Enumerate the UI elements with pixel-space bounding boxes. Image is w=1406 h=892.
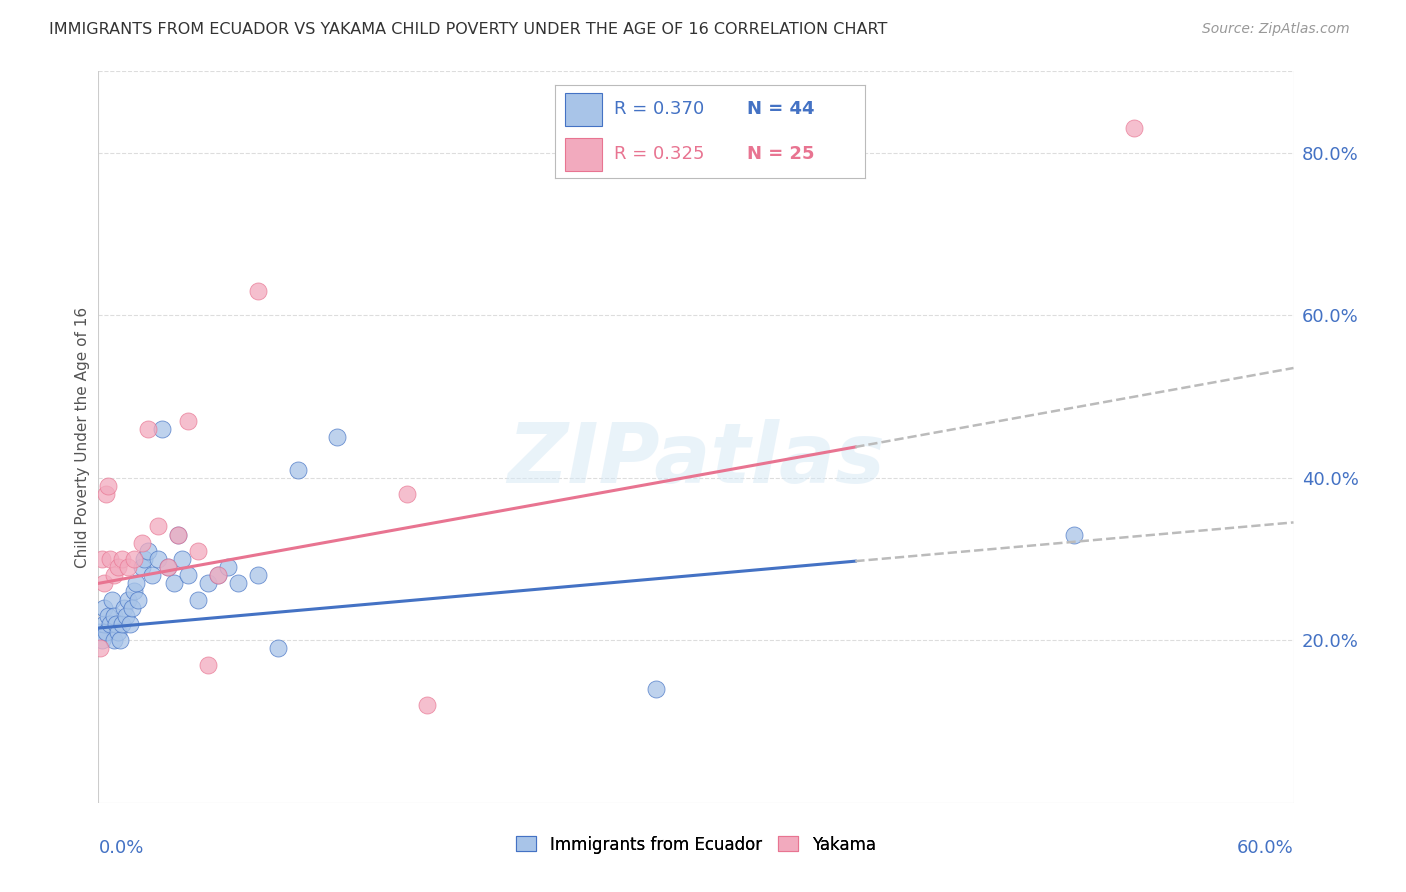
Point [207, 568, 229, 582]
Text: IMMIGRANTS FROM ECUADOR VS YAKAMA CHILD POVERTY UNDER THE AGE OF 16 CORRELATION : IMMIGRANTS FROM ECUADOR VS YAKAMA CHILD … [49, 22, 887, 37]
Point [110, 633, 132, 648]
Point [141, 568, 163, 582]
Point [172, 552, 194, 566]
Text: R = 0.370: R = 0.370 [614, 100, 704, 118]
Point [187, 544, 209, 558]
Point [91, 633, 114, 648]
Point [645, 681, 668, 696]
Point [157, 560, 180, 574]
Point [121, 600, 143, 615]
Bar [565, 138, 602, 171]
Point [1123, 121, 1146, 136]
Point [117, 560, 139, 574]
Point [287, 462, 309, 476]
Point [124, 552, 146, 566]
Point [246, 284, 269, 298]
Point [226, 576, 249, 591]
Text: R = 0.325: R = 0.325 [614, 145, 704, 163]
Point [217, 560, 239, 574]
Point [148, 552, 170, 566]
Point [93, 600, 115, 615]
Point [197, 657, 219, 672]
Text: 60.0%: 60.0% [1237, 839, 1294, 857]
Point [112, 600, 135, 615]
Point [93, 617, 115, 632]
Point [91, 552, 114, 566]
Point [96, 625, 118, 640]
Point [111, 552, 134, 566]
Point [107, 625, 129, 640]
Point [97, 608, 120, 623]
Point [107, 560, 129, 574]
Point [103, 608, 125, 623]
Point [187, 592, 209, 607]
Legend: Immigrants from Ecuador, Yakama: Immigrants from Ecuador, Yakama [509, 829, 883, 860]
Point [134, 552, 156, 566]
Point [157, 560, 180, 574]
Point [98, 552, 122, 566]
Bar [565, 93, 602, 126]
Point [105, 617, 128, 632]
Point [124, 584, 146, 599]
Point [127, 592, 149, 607]
Point [89, 641, 111, 656]
Point [98, 617, 122, 632]
Point [97, 479, 120, 493]
Point [177, 414, 200, 428]
Point [167, 527, 190, 541]
Point [197, 576, 219, 591]
Point [115, 608, 138, 623]
Point [150, 422, 173, 436]
Text: N = 44: N = 44 [747, 100, 814, 118]
Point [111, 617, 134, 632]
Point [125, 576, 148, 591]
Point [167, 527, 190, 541]
Point [177, 568, 200, 582]
Point [131, 560, 153, 574]
Text: Source: ZipAtlas.com: Source: ZipAtlas.com [1202, 22, 1350, 37]
Text: ZIPatlas: ZIPatlas [508, 418, 884, 500]
Y-axis label: Child Poverty Under the Age of 16: Child Poverty Under the Age of 16 [75, 307, 90, 567]
Text: N = 25: N = 25 [747, 145, 814, 163]
Point [131, 535, 153, 549]
Text: 0.0%: 0.0% [98, 839, 143, 857]
Point [93, 576, 115, 591]
Point [267, 641, 290, 656]
Point [103, 568, 125, 582]
Point [103, 633, 125, 648]
Point [120, 617, 142, 632]
Point [148, 519, 170, 533]
Point [207, 568, 229, 582]
Point [101, 592, 124, 607]
Point [136, 544, 159, 558]
Point [163, 576, 186, 591]
Point [1063, 527, 1085, 541]
Point [396, 487, 419, 501]
Point [96, 487, 118, 501]
Point [246, 568, 269, 582]
Point [416, 698, 439, 713]
Point [89, 625, 111, 640]
Point [326, 430, 349, 444]
Point [117, 592, 139, 607]
Point [136, 422, 159, 436]
